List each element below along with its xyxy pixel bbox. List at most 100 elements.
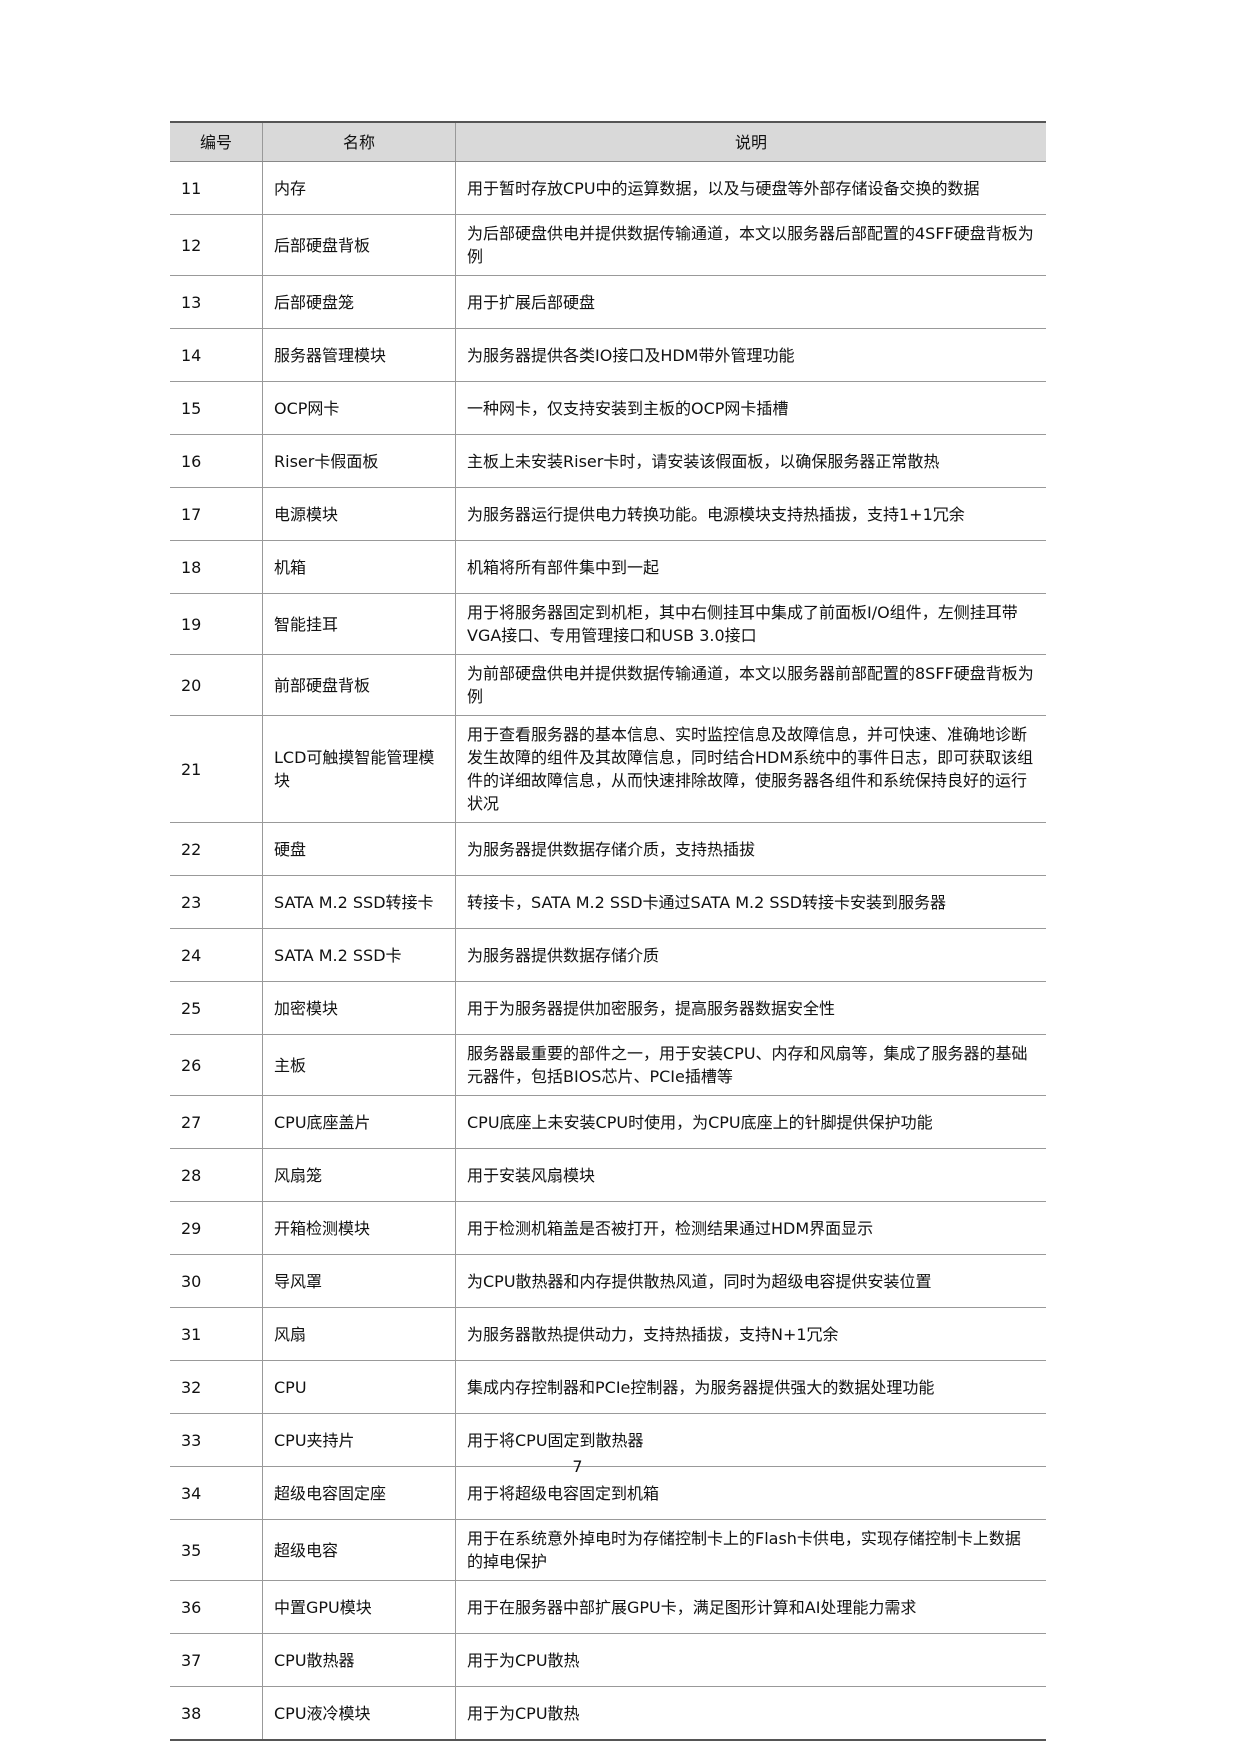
cell-number: 33 — [170, 1413, 263, 1467]
cell-number: 14 — [170, 328, 263, 382]
cell-number: 22 — [170, 822, 263, 876]
cell-description: 用于为CPU散热 — [455, 1633, 1046, 1687]
cell-description: 服务器最重要的部件之一，用于安装CPU、内存和风扇等，集成了服务器的基础元器件，… — [455, 1034, 1046, 1096]
table-row: 33 CPU夹持片 用于将CPU固定到散热器 — [170, 1413, 1046, 1467]
cell-description: 为服务器运行提供电力转换功能。电源模块支持热插拔，支持1+1冗余 — [455, 487, 1046, 541]
cell-number: 15 — [170, 381, 263, 435]
cell-name: 导风罩 — [262, 1254, 456, 1308]
cell-description: 用于为CPU散热 — [455, 1686, 1046, 1741]
cell-name: OCP网卡 — [262, 381, 456, 435]
table-row: 35 超级电容 用于在系统意外掉电时为存储控制卡上的Flash卡供电，实现存储控制卡… — [170, 1519, 1046, 1581]
table-row: 29 开箱检测模块 用于检测机箱盖是否被打开，检测结果通过HDM界面显示 — [170, 1201, 1046, 1255]
table-header-row: 编号 名称 说明 — [170, 121, 1046, 162]
cell-number: 37 — [170, 1633, 263, 1687]
cell-name: 电源模块 — [262, 487, 456, 541]
cell-description: 用于安装风扇模块 — [455, 1148, 1046, 1202]
cell-description: 机箱将所有部件集中到一起 — [455, 540, 1046, 594]
table-row: 31 风扇 为服务器散热提供动力，支持热插拔，支持N+1冗余 — [170, 1307, 1046, 1361]
table-row: 34 超级电容固定座 用于将超级电容固定到机箱 — [170, 1466, 1046, 1520]
components-table: 编号 名称 说明 11 内存 用于暂时存放CPU中的运算数据，以及与硬盘等外部存储设… — [170, 121, 1046, 1741]
cell-description: 用于将CPU固定到散热器 — [455, 1413, 1046, 1467]
header-description: 说明 — [455, 121, 1046, 162]
cell-name: 开箱检测模块 — [262, 1201, 456, 1255]
table-row: 19 智能挂耳 用于将服务器固定到机柜，其中右侧挂耳中集成了前面板I/O组件，左侧挂… — [170, 593, 1046, 655]
cell-number: 30 — [170, 1254, 263, 1308]
cell-description: 用于检测机箱盖是否被打开，检测结果通过HDM界面显示 — [455, 1201, 1046, 1255]
cell-name: 内存 — [262, 161, 456, 215]
table-row: 14 服务器管理模块 为服务器提供各类IO接口及HDM带外管理功能 — [170, 328, 1046, 382]
table-row: 37 CPU散热器 用于为CPU散热 — [170, 1633, 1046, 1687]
cell-number: 32 — [170, 1360, 263, 1414]
cell-number: 28 — [170, 1148, 263, 1202]
table-row: 15 OCP网卡 一种网卡，仅支持安装到主板的OCP网卡插槽 — [170, 381, 1046, 435]
cell-name: CPU液冷模块 — [262, 1686, 456, 1741]
cell-description: 用于将超级电容固定到机箱 — [455, 1466, 1046, 1520]
cell-name: 服务器管理模块 — [262, 328, 456, 382]
cell-number: 27 — [170, 1095, 263, 1149]
cell-name: 主板 — [262, 1034, 456, 1096]
header-number: 编号 — [170, 121, 263, 162]
cell-number: 18 — [170, 540, 263, 594]
cell-description: 为CPU散热器和内存提供散热风道，同时为超级电容提供安装位置 — [455, 1254, 1046, 1308]
cell-number: 36 — [170, 1580, 263, 1634]
cell-description: 用于查看服务器的基本信息、实时监控信息及故障信息，并可快速、准确地诊断发生故障的… — [455, 715, 1046, 823]
cell-description: 为后部硬盘供电并提供数据传输通道，本文以服务器后部配置的4SFF硬盘背板为例 — [455, 214, 1046, 276]
table-row: 36 中置GPU模块 用于在服务器中部扩展GPU卡，满足图形计算和AI处理能力需求 — [170, 1580, 1046, 1634]
cell-number: 38 — [170, 1686, 263, 1741]
cell-description: 用于在系统意外掉电时为存储控制卡上的Flash卡供电，实现存储控制卡上数据的掉电… — [455, 1519, 1046, 1581]
table-row: 26 主板 服务器最重要的部件之一，用于安装CPU、内存和风扇等，集成了服务器的基础… — [170, 1034, 1046, 1096]
cell-description: 用于扩展后部硬盘 — [455, 275, 1046, 329]
cell-name: 风扇 — [262, 1307, 456, 1361]
cell-description: 一种网卡，仅支持安装到主板的OCP网卡插槽 — [455, 381, 1046, 435]
cell-name: 加密模块 — [262, 981, 456, 1035]
cell-number: 24 — [170, 928, 263, 982]
cell-description: 用于为服务器提供加密服务，提高服务器数据安全性 — [455, 981, 1046, 1035]
cell-number: 13 — [170, 275, 263, 329]
page-number: 7 — [572, 1457, 583, 1476]
table-row: 11 内存 用于暂时存放CPU中的运算数据，以及与硬盘等外部存储设备交换的数据 — [170, 161, 1046, 215]
table-row: 24 SATA M.2 SSD卡 为服务器提供数据存储介质 — [170, 928, 1046, 982]
cell-name: CPU散热器 — [262, 1633, 456, 1687]
cell-name: CPU底座盖片 — [262, 1095, 456, 1149]
table-row: 27 CPU底座盖片 CPU底座上未安装CPU时使用，为CPU底座上的针脚提供保护功… — [170, 1095, 1046, 1149]
cell-number: 25 — [170, 981, 263, 1035]
cell-name: 超级电容 — [262, 1519, 456, 1581]
table-row: 21 LCD可触摸智能管理模块 用于查看服务器的基本信息、实时监控信息及故障信息，并… — [170, 715, 1046, 823]
cell-number: 26 — [170, 1034, 263, 1096]
cell-name: 前部硬盘背板 — [262, 654, 456, 716]
cell-name: 超级电容固定座 — [262, 1466, 456, 1520]
cell-description: 转接卡，SATA M.2 SSD卡通过SATA M.2 SSD转接卡安装到服务器 — [455, 875, 1046, 929]
cell-number: 16 — [170, 434, 263, 488]
table-row: 12 后部硬盘背板 为后部硬盘供电并提供数据传输通道，本文以服务器后部配置的4SFF… — [170, 214, 1046, 276]
cell-description: 主板上未安装Riser卡时，请安装该假面板，以确保服务器正常散热 — [455, 434, 1046, 488]
table-row: 22 硬盘 为服务器提供数据存储介质，支持热插拔 — [170, 822, 1046, 876]
cell-number: 35 — [170, 1519, 263, 1581]
cell-name: 中置GPU模块 — [262, 1580, 456, 1634]
table-row: 20 前部硬盘背板 为前部硬盘供电并提供数据传输通道，本文以服务器前部配置的8SFF… — [170, 654, 1046, 716]
cell-name: CPU — [262, 1360, 456, 1414]
cell-number: 12 — [170, 214, 263, 276]
table-row: 25 加密模块 用于为服务器提供加密服务，提高服务器数据安全性 — [170, 981, 1046, 1035]
cell-number: 21 — [170, 715, 263, 823]
cell-name: CPU夹持片 — [262, 1413, 456, 1467]
cell-number: 29 — [170, 1201, 263, 1255]
cell-name: LCD可触摸智能管理模块 — [262, 715, 456, 823]
table-row: 16 Riser卡假面板 主板上未安装Riser卡时，请安装该假面板，以确保服务器正… — [170, 434, 1046, 488]
cell-description: 用于将服务器固定到机柜，其中右侧挂耳中集成了前面板I/O组件，左侧挂耳带VGA接… — [455, 593, 1046, 655]
cell-name: 机箱 — [262, 540, 456, 594]
table-row: 13 后部硬盘笼 用于扩展后部硬盘 — [170, 275, 1046, 329]
cell-name: SATA M.2 SSD转接卡 — [262, 875, 456, 929]
cell-description: 为前部硬盘供电并提供数据传输通道，本文以服务器前部配置的8SFF硬盘背板为例 — [455, 654, 1046, 716]
cell-name: SATA M.2 SSD卡 — [262, 928, 456, 982]
table-row: 23 SATA M.2 SSD转接卡 转接卡，SATA M.2 SSD卡通过SATA… — [170, 875, 1046, 929]
cell-name: 硬盘 — [262, 822, 456, 876]
table-row: 18 机箱 机箱将所有部件集中到一起 — [170, 540, 1046, 594]
cell-description: 用于暂时存放CPU中的运算数据，以及与硬盘等外部存储设备交换的数据 — [455, 161, 1046, 215]
cell-description: 集成内存控制器和PCIe控制器，为服务器提供强大的数据处理功能 — [455, 1360, 1046, 1414]
cell-number: 31 — [170, 1307, 263, 1361]
table-row: 28 风扇笼 用于安装风扇模块 — [170, 1148, 1046, 1202]
cell-number: 19 — [170, 593, 263, 655]
table-row: 32 CPU 集成内存控制器和PCIe控制器，为服务器提供强大的数据处理功能 — [170, 1360, 1046, 1414]
cell-name: 后部硬盘笼 — [262, 275, 456, 329]
cell-description: CPU底座上未安装CPU时使用，为CPU底座上的针脚提供保护功能 — [455, 1095, 1046, 1149]
